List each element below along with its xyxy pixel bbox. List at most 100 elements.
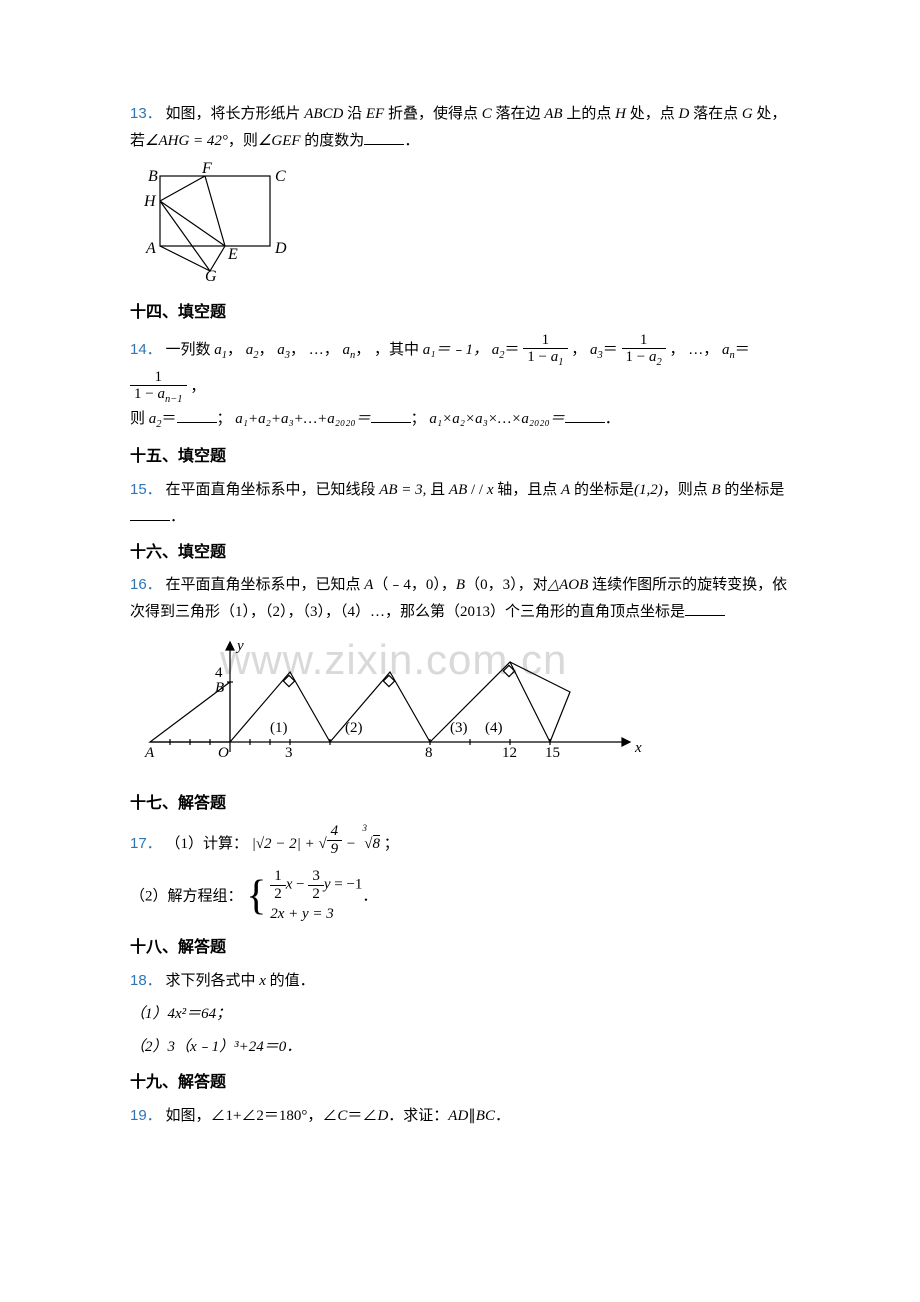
q13-ahg: ∠AHG = 42° [145, 133, 228, 149]
q14-c7: ， [670, 342, 685, 358]
q13-gef: ∠GEF [258, 133, 301, 149]
q18-p2: （2）3（x﹣1）³+24＝0． [130, 1039, 301, 1055]
q16-tick8: 8 [425, 745, 433, 761]
q13-t7: 落在点 [689, 106, 742, 122]
q16-t2: ，对 [518, 577, 548, 593]
q14-eq1: a₁＝﹣1， [423, 342, 488, 358]
q14-text: 一列数 a1， a2， a3， …， an， ，其中 a₁＝﹣1， a2＝ 11… [130, 342, 750, 395]
q13-t6: 处，点 [626, 106, 679, 122]
q16-tick12: 12 [502, 745, 517, 761]
q19-bc: BC [476, 1108, 495, 1124]
q17-r1m: − [292, 877, 308, 893]
section-17-title: 十七、解答题 [130, 790, 790, 819]
q14-eqnl: a [722, 342, 730, 358]
q14-blank2 [371, 407, 411, 423]
q19-number: 19． [130, 1107, 162, 1124]
question-17-part2: （2）解方程组： { 12x − 32y = −1 2x + y = 3 ． [130, 868, 790, 926]
q13-ab: AB [544, 106, 562, 122]
q13-label-F: F [201, 161, 212, 177]
q18-t1: 求下列各式中 [165, 973, 259, 989]
q16-t1: 在平面直角坐标系中，已知点 [165, 577, 364, 593]
q13-ef: EF [366, 106, 384, 122]
q14-l2s2: ； [411, 411, 426, 427]
q16-4: 4 [215, 665, 223, 681]
q16-ylabel: y [235, 638, 244, 654]
q13-label-B: B [148, 168, 158, 185]
q13-t1: 如图，将长方形纸片 [165, 106, 304, 122]
q16-a: A [364, 577, 373, 593]
q14-l2e: ＝ [162, 411, 177, 427]
q15-t5: ，则点 [663, 482, 712, 498]
q13-d: D [678, 106, 689, 122]
q13-ahg-v: ∠AHG = 42° [145, 133, 228, 149]
q13-figure: B F C H A E D G [130, 161, 790, 291]
q14-eqne: ＝ [735, 342, 750, 358]
q14-c6: ， [571, 342, 586, 358]
q17-minus: − [342, 836, 360, 852]
q16-B: B [215, 680, 224, 696]
q14-c3: ， [290, 342, 305, 358]
section-16-title: 十六、填空题 [130, 539, 790, 568]
q13-t10: 的度数为 [301, 133, 365, 149]
q14-blank1 [177, 407, 217, 423]
q19-text: 如图，∠1+∠2＝180°，∠C＝∠D．求证：AD∥BC． [165, 1108, 510, 1124]
q14-f2d: 1 − a2 [622, 349, 666, 369]
q19-period: ． [495, 1108, 510, 1124]
q14-f2n: 1 [622, 332, 666, 350]
q14-blank3 [565, 407, 605, 423]
q17-r1c: 3 [308, 868, 324, 886]
q13-t4: 落在边 [492, 106, 545, 122]
q14-c4: ， [324, 342, 339, 358]
q16-figure: y x A O 4 B 3 8 12 15 (1) (2) (3) (4) [130, 632, 790, 782]
question-14: 14． 一列数 a1， a2， a3， …， an， ，其中 a₁＝﹣1， a2… [130, 332, 790, 435]
q14-f2db: a [649, 349, 657, 365]
q18-part1: （1）4x²＝64； [130, 1001, 790, 1028]
q15-text: 在平面直角坐标系中，已知线段 AB = 3, 且 AB / / x 轴，且点 A… [130, 482, 784, 525]
q16-xlabel: x [634, 740, 642, 756]
question-18: 18． 求下列各式中 x 的值． [130, 967, 790, 995]
q16-svg: y x A O 4 B 3 8 12 15 (1) (2) (3) (4) [130, 632, 650, 772]
q16-tick15: 15 [545, 745, 560, 761]
q17-r1f1: 12 [270, 868, 286, 902]
q13-blank [364, 129, 404, 145]
q14-l2s1: ； [217, 411, 232, 427]
q16-A: A [144, 745, 155, 761]
q13-t5: 上的点 [563, 106, 616, 122]
q17-sqfrac: 49 [327, 823, 343, 857]
q15-number: 15． [130, 481, 162, 498]
q15-blank [130, 505, 170, 521]
q14-fnd: 1 − an−1 [130, 386, 187, 406]
q14-a3: a [277, 342, 285, 358]
q13-label-E: E [227, 246, 238, 263]
section-15-title: 十五、填空题 [130, 443, 790, 472]
q16-p2: (2) [345, 720, 363, 736]
q15-period: ． [170, 509, 185, 525]
q13-number: 13． [130, 105, 162, 122]
q15-b: B [711, 482, 720, 498]
q13-gef-v: ∠GEF [258, 133, 301, 149]
q17-m2: − 2 [272, 836, 297, 852]
q16-number: 16． [130, 576, 162, 593]
question-13: 13． 如图，将长方形纸片 ABCD 沿 EF 折叠，使得点 C 落在边 AB … [130, 100, 790, 155]
q13-label-G: G [205, 268, 217, 281]
q17-plus: + [301, 836, 319, 852]
q13-g: G [742, 106, 753, 122]
q14-fracn: 11 − an−1 [130, 369, 187, 406]
q13-label-A: A [145, 240, 156, 257]
q14-c8: ， [703, 342, 718, 358]
q14-l2p: 则 [130, 411, 149, 427]
q14-c2: ， [258, 342, 273, 358]
q14-fnda: 1 − [134, 386, 157, 402]
q17-number: 17． [130, 835, 162, 852]
q15-abeq: AB = 3, [379, 482, 426, 498]
q17-r1d: 2 [308, 886, 324, 903]
q17-sqn: 4 [327, 823, 343, 841]
q15-t3: 轴，且点 [494, 482, 562, 498]
q17-sqd: 9 [327, 841, 343, 858]
q16-bc: （0，3） [465, 577, 518, 593]
q14-frac2: 11 − a2 [622, 332, 666, 369]
q16-p3: (3) [450, 720, 468, 736]
q15-t4: 的坐标是 [570, 482, 634, 498]
q13-c: C [482, 106, 492, 122]
question-17: 17． （1）计算： |√2 − 2| + √49 − 3√8 ； [130, 823, 790, 858]
